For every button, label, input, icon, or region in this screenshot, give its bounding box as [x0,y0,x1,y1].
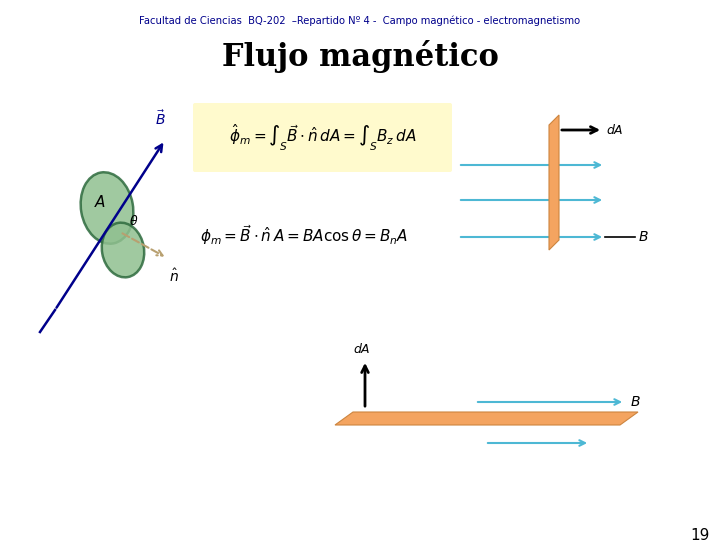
Ellipse shape [102,222,144,278]
Text: $A$: $A$ [94,194,106,210]
Text: $\hat{\phi}_{m} = \int_{S} \vec{B} \cdot \hat{n}\, dA = \int_{S} B_{z}\, dA$: $\hat{\phi}_{m} = \int_{S} \vec{B} \cdot… [229,122,416,153]
Text: $B$: $B$ [638,230,649,244]
Text: $B$: $B$ [630,395,641,409]
Text: $\vec{B}$: $\vec{B}$ [155,110,166,128]
Text: Facultad de Ciencias  BQ-202  –Repartido Nº 4 -  Campo magnético - electromagnet: Facultad de Ciencias BQ-202 –Repartido N… [140,15,580,25]
FancyBboxPatch shape [193,103,452,172]
Text: $dA$: $dA$ [606,123,624,137]
Polygon shape [549,115,559,250]
Text: 19: 19 [690,528,710,540]
Text: $\theta$: $\theta$ [129,214,138,228]
Text: Flujo magnético: Flujo magnético [222,40,498,73]
Ellipse shape [81,172,133,244]
Text: $\phi_{m} = \vec{B} \cdot \hat{n}\, A = BA\cos\theta = B_{n}A$: $\phi_{m} = \vec{B} \cdot \hat{n}\, A = … [200,223,408,247]
Polygon shape [335,412,638,425]
Text: $dA$: $dA$ [354,342,371,356]
Text: $\hat{n}$: $\hat{n}$ [169,268,179,285]
